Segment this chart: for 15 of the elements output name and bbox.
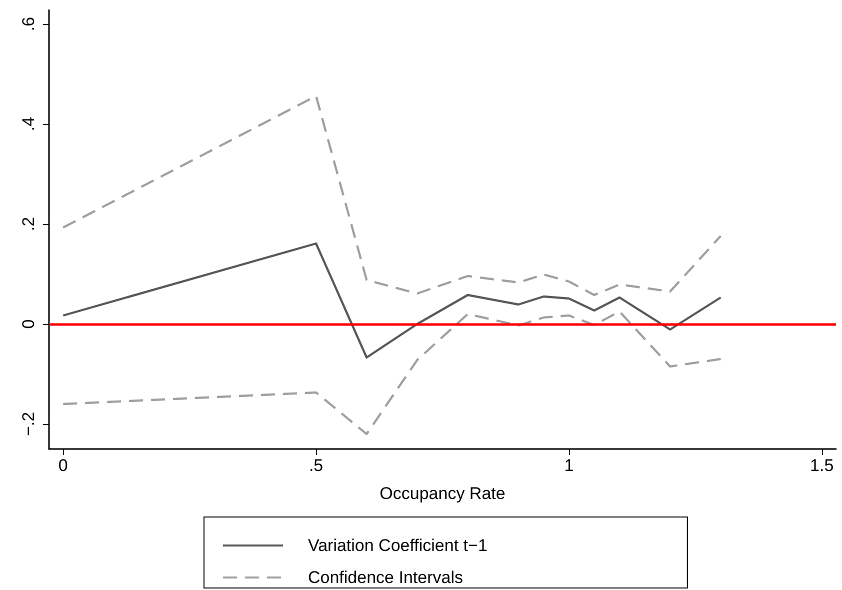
x-tick-label: 0 — [58, 456, 68, 475]
x-tick-label: 1 — [564, 456, 574, 475]
y-tick-label: .6 — [19, 16, 38, 32]
line-series — [62, 310, 722, 436]
y-tick-label: .4 — [19, 116, 38, 132]
y-tick-label: −.2 — [19, 412, 38, 436]
y-tick-label: .2 — [19, 216, 38, 232]
y-tick-label: 0 — [19, 319, 38, 329]
legend-label: Variation Coefficient t−1 — [308, 536, 488, 555]
x-tick-label: .5 — [308, 456, 324, 475]
line-series — [62, 94, 722, 296]
x-axis-title: Occupancy Rate — [380, 484, 506, 503]
legend-label: Confidence Intervals — [308, 568, 463, 587]
line-series — [62, 242, 722, 359]
x-tick-label: 1.5 — [810, 456, 834, 475]
